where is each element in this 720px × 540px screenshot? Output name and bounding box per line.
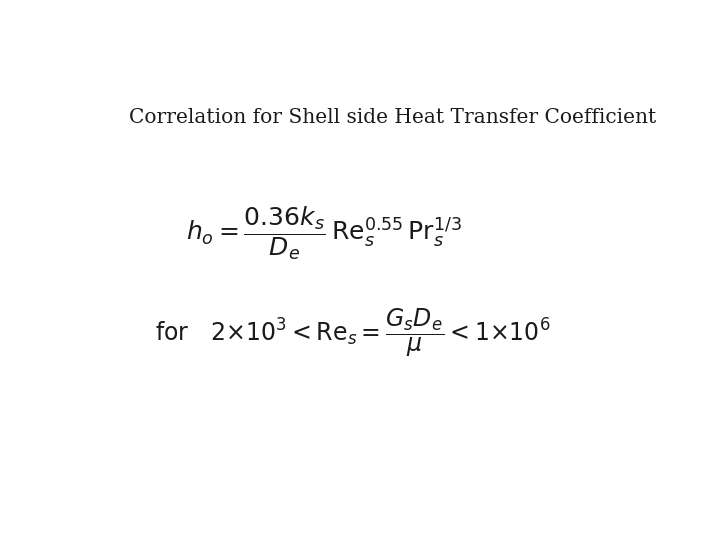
Text: $\mathrm{for}\quad 2{\times}10^3 < \mathrm{Re}_s = \dfrac{G_s D_e}{\mu} < 1{\tim: $\mathrm{for}\quad 2{\times}10^3 < \math… <box>155 307 550 359</box>
Text: $h_o = \dfrac{0.36k_s}{D_e}\,\mathrm{Re}_s^{0.55}\,\mathrm{Pr}_s^{1/3}$: $h_o = \dfrac{0.36k_s}{D_e}\,\mathrm{Re}… <box>186 205 462 262</box>
Text: Correlation for Shell side Heat Transfer Coefficient: Correlation for Shell side Heat Transfer… <box>129 109 657 127</box>
